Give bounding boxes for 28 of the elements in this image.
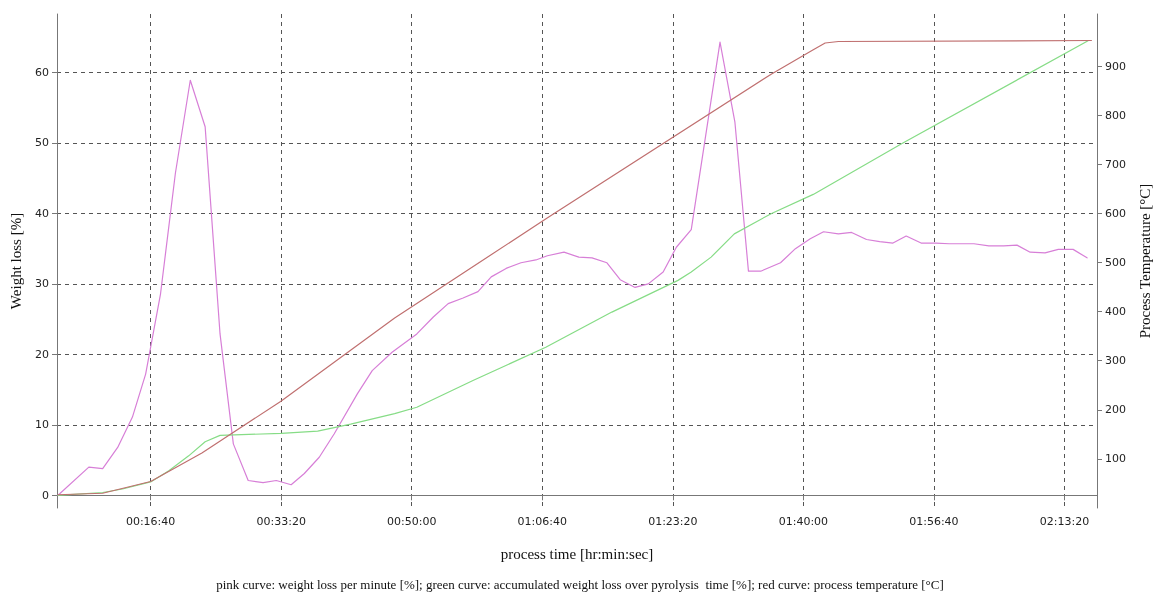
x-tick-label: 00:16:40 xyxy=(125,515,176,528)
y2-tick-label: 700 xyxy=(1105,157,1126,171)
y-tick-label: 60 xyxy=(35,65,49,79)
text: pink curve: weight loss per minute [%]; green curve: accumulated weight loss over pyrolysis time [%]; red curve: process temperature [°C] xyxy=(216,577,944,592)
y-axis-title: Weight loss [%] xyxy=(7,212,24,310)
y-tick-label: 50 xyxy=(35,136,49,150)
y2-tick-label: 200 xyxy=(1105,403,1126,417)
y2-tick-label: 100 xyxy=(1105,452,1126,466)
y2-tick-label: 600 xyxy=(1105,206,1126,220)
y2-tick-label: 800 xyxy=(1105,108,1126,122)
y2-tick-label: 500 xyxy=(1105,255,1126,269)
x-tick-label: 00:33:20 xyxy=(256,515,306,528)
y-tick-label: 30 xyxy=(35,277,49,291)
x-tick-label: 00:50:00 xyxy=(387,515,437,528)
x-tick-label: 02:13:20 xyxy=(1039,515,1090,528)
x-axis-title: process time [hr:min:sec] xyxy=(500,545,654,562)
y2-axis-title: Process Temperature [°C] xyxy=(1136,183,1153,339)
y-tick-label: 40 xyxy=(35,206,49,220)
y2-tick-label: 300 xyxy=(1105,354,1126,368)
y2-tick-label: 900 xyxy=(1105,59,1126,73)
x-tick-label: 01:40:00 xyxy=(778,515,829,528)
y-tick-label: 20 xyxy=(35,347,49,361)
y2-tick-label: 400 xyxy=(1105,305,1126,319)
x-tick-label: 01:23:20 xyxy=(648,515,698,528)
x-tick-label: 01:06:40 xyxy=(517,515,567,528)
x-tick-label: 01:56:40 xyxy=(909,515,959,528)
y-tick-label: 10 xyxy=(35,418,49,432)
y-tick-label: 0 xyxy=(42,488,49,502)
